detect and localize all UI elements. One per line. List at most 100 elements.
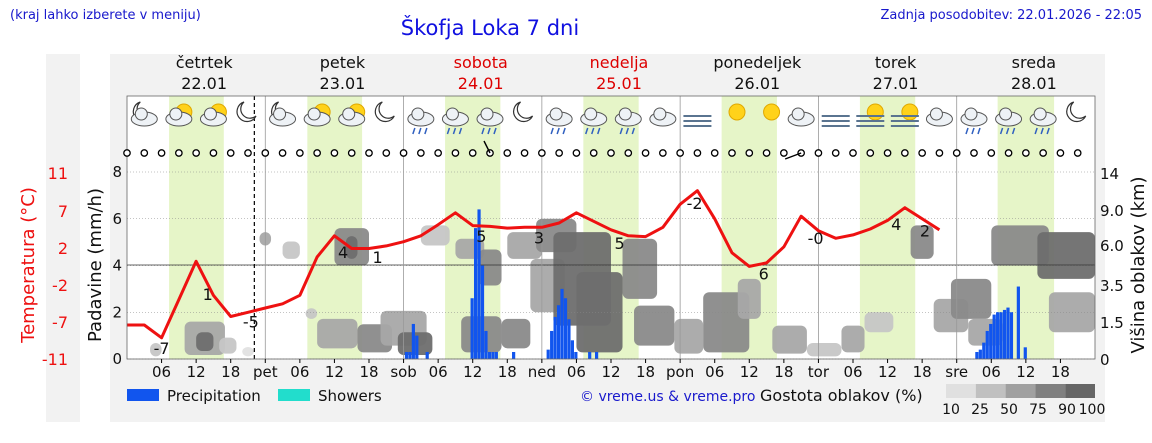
- cloud-blob: [150, 342, 162, 357]
- cloud-puff: [169, 107, 183, 121]
- cloud-blob: [501, 318, 531, 349]
- precip-tick-label: 4: [112, 257, 122, 275]
- cloud-height-tick-label: 3.5: [1100, 277, 1124, 295]
- rain-cloud-icon: [476, 107, 504, 135]
- temperature-label: 5: [476, 227, 486, 246]
- sun-icon: [763, 103, 781, 121]
- cloud-density-swatch: [1035, 384, 1066, 398]
- cloud-puff: [549, 107, 563, 121]
- calm-wind-icon: [434, 149, 442, 157]
- precip-bar: [563, 298, 568, 359]
- x-tick-label: 06: [567, 363, 586, 381]
- x-tick-label: pon: [666, 363, 694, 381]
- rain-drop: [550, 127, 554, 135]
- precip-bar: [546, 349, 550, 359]
- cloud-puff: [445, 107, 459, 121]
- temperature-label: 4: [338, 243, 348, 262]
- temperature-axis-label: Temperatura (°C): [18, 187, 39, 344]
- calm-wind-icon: [1056, 149, 1065, 157]
- precip-bar: [992, 314, 996, 359]
- cloud-density-step-label: 75: [1029, 402, 1047, 418]
- cloud-height-tick-label: 1.5: [1100, 314, 1124, 332]
- day-name: nedelja: [590, 53, 649, 72]
- calm-wind-icon: [1022, 149, 1030, 157]
- calm-wind-icon: [780, 149, 788, 157]
- day-date: 25.01: [596, 74, 642, 93]
- day-date: 26.01: [734, 74, 780, 93]
- credit-link[interactable]: © vreme.us & vreme.pro: [580, 389, 755, 405]
- cloud-height-axis-label: Višina oblakov (km): [1128, 176, 1149, 353]
- precip-tick-label: 8: [112, 163, 122, 181]
- x-tick-label: tor: [808, 363, 830, 381]
- x-tick-label: 18: [636, 363, 655, 381]
- calm-wind-icon: [745, 149, 754, 157]
- precip-bar: [550, 330, 554, 359]
- cloud-puff: [1033, 107, 1047, 121]
- legend-swatch: [278, 389, 310, 401]
- day-date: 28.01: [1011, 74, 1057, 93]
- rain-drop: [597, 127, 601, 135]
- cloud-puff: [584, 107, 598, 121]
- cloud-blob: [317, 318, 358, 349]
- calm-wind-icon: [624, 149, 633, 157]
- calm-wind-icon: [1039, 149, 1047, 157]
- temperature-label: 2: [920, 222, 930, 241]
- calm-wind-icon: [659, 149, 667, 157]
- sun-shape: [728, 103, 746, 121]
- cloud-density-legend-label: Gostota oblakov (%): [760, 386, 923, 405]
- x-tick-label: 06: [982, 363, 1001, 381]
- temp-tick-label: -2: [52, 276, 68, 295]
- rain-drop: [481, 127, 485, 135]
- cloud-density-step-label: 90: [1058, 402, 1076, 418]
- precip-bar: [556, 305, 561, 359]
- sun-fog-icon: [890, 103, 919, 127]
- x-tick-label: sre: [945, 363, 968, 381]
- calm-wind-icon: [901, 149, 909, 157]
- x-tick-label: 12: [463, 363, 482, 381]
- cloud-icon: [925, 107, 953, 127]
- cloud-puff: [618, 107, 632, 121]
- calm-wind-icon: [503, 149, 512, 157]
- cloud-blob: [634, 305, 675, 346]
- legend-label: Precipitation: [167, 387, 261, 405]
- precip-bar: [404, 351, 409, 359]
- calm-wind-icon: [347, 149, 356, 157]
- rain-drop: [585, 127, 589, 135]
- precip-bar: [1016, 286, 1020, 359]
- rain-drop: [556, 127, 560, 135]
- calm-wind-icon: [831, 149, 840, 157]
- precip-bar: [425, 351, 429, 359]
- cloud-blob: [478, 249, 502, 286]
- calm-wind-icon: [676, 149, 684, 157]
- x-tick-label: 18: [359, 363, 378, 381]
- day-name: torek: [875, 53, 917, 72]
- x-tick-label: 06: [843, 363, 862, 381]
- precip-bar: [473, 228, 478, 359]
- sun-cloud-icon: [338, 103, 366, 127]
- calm-wind-icon: [157, 149, 166, 157]
- rain-cloud-icon: [580, 107, 608, 135]
- page-title: Škofja Loka 7 dni: [400, 16, 580, 40]
- calm-wind-icon: [140, 149, 149, 157]
- moon-shape: [236, 101, 257, 123]
- cloud-density-swatch: [1065, 384, 1095, 398]
- calm-wind-icon: [313, 149, 321, 157]
- rain-drop: [424, 127, 428, 135]
- precip-bar: [480, 265, 485, 359]
- temp-tick-label: 7: [58, 202, 68, 221]
- location-menu-hint[interactable]: (kraj lahko izberete v meniju): [10, 8, 201, 23]
- cloud-blob: [674, 318, 704, 354]
- temperature-label: 6: [759, 265, 769, 284]
- rain-cloud-icon: [995, 107, 1023, 135]
- cloud-puff: [929, 107, 943, 121]
- x-tick-label: 18: [913, 363, 932, 381]
- moon-shape: [374, 101, 395, 123]
- temperature-label: 3: [1087, 0, 1097, 4]
- x-tick-label: 12: [878, 363, 897, 381]
- precip-bar: [411, 323, 415, 359]
- calm-wind-icon: [589, 149, 598, 157]
- cloud-density-step-label: 10: [942, 402, 960, 418]
- temperature-label: 1: [373, 248, 383, 267]
- cloud-puff: [203, 107, 217, 121]
